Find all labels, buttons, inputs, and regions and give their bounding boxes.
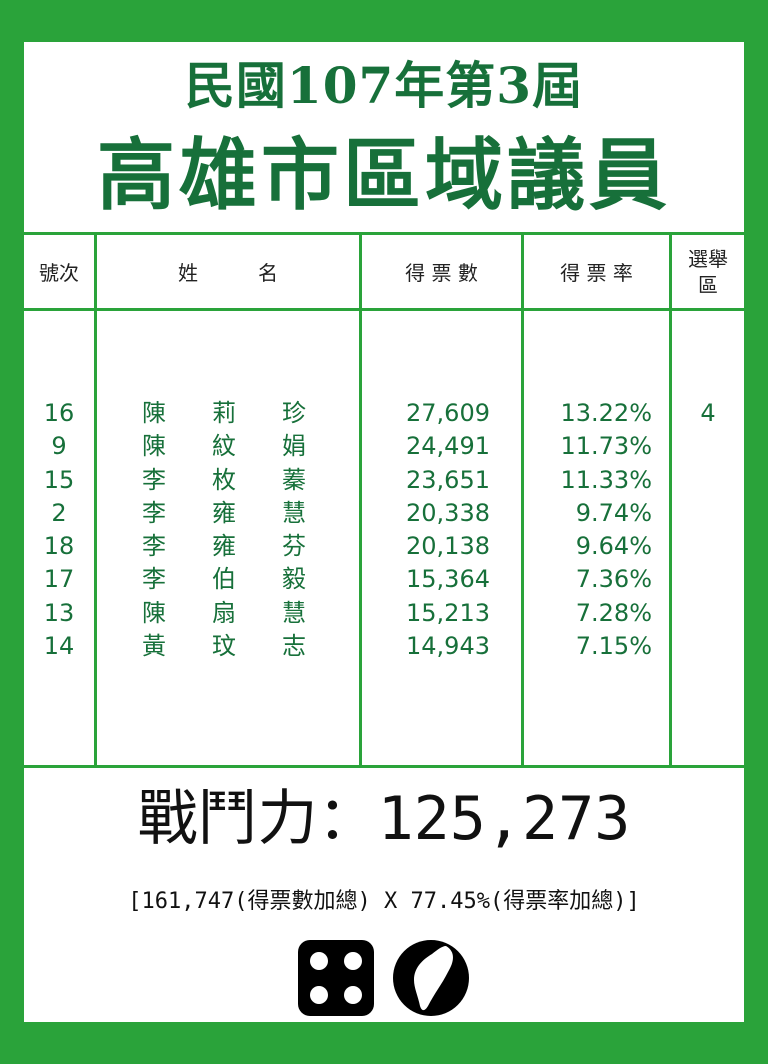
dice-icon <box>298 940 374 1016</box>
name-char: 陳 <box>142 399 166 427</box>
name-char: 毅 <box>282 565 306 594</box>
row-name: 黃玟志 <box>142 630 357 663</box>
votes-column: 27,609 24,491 23,651 20,338 20,138 15,364 15,2… <box>362 397 490 663</box>
row-name: 陳扇慧 <box>142 597 357 630</box>
row-rate: 11.33% <box>560 465 652 494</box>
name-char: 伯 <box>212 565 236 594</box>
row-rate: 11.73% <box>560 432 652 461</box>
row-rate: 13.22% <box>560 399 652 427</box>
row-name: 李枚蓁 <box>142 464 357 497</box>
row-votes: 20,138 <box>406 532 490 561</box>
name-char: 慧 <box>282 598 306 627</box>
row-votes: 15,213 <box>406 598 490 627</box>
row-number: 9 <box>51 432 67 461</box>
row-name: 李雍芬 <box>142 530 357 563</box>
name-char: 慧 <box>282 498 306 527</box>
header-divider <box>24 308 744 311</box>
name-char: 莉 <box>212 399 236 427</box>
row-name: 陳紋娟 <box>142 430 357 463</box>
name-char: 扇 <box>212 598 236 627</box>
column-divider <box>521 235 524 765</box>
name-char: 李 <box>142 498 166 527</box>
result-card: 民國107年第3屆 高雄市區域議員 號次 姓 名 得 票 數 得 票 率 選舉 … <box>24 42 744 1022</box>
row-rate: 9.64% <box>575 532 652 561</box>
row-rate: 7.36% <box>575 565 652 594</box>
row-name: 李伯毅 <box>142 563 357 596</box>
row-number: 14 <box>43 632 75 661</box>
name-char: 珍 <box>282 399 306 427</box>
column-header-district: 選舉 區 <box>688 246 728 297</box>
row-name: 陳莉珍 <box>142 397 357 430</box>
power-label: 戰鬥力： <box>137 784 378 854</box>
page-subtitle: 民國107年第3屆 <box>184 56 584 115</box>
taiwan-map-icon <box>393 940 469 1016</box>
row-votes: 24,491 <box>406 432 490 461</box>
name-char: 志 <box>282 632 306 661</box>
column-divider <box>669 235 672 765</box>
name-char: 雍 <box>212 498 236 527</box>
name-char: 娟 <box>282 432 306 461</box>
row-rate: 9.74% <box>575 498 652 527</box>
column-divider <box>359 235 362 765</box>
column-header-name: 姓 名 <box>178 261 278 285</box>
page-title: 高雄市區域議員 <box>96 130 671 221</box>
row-number: 13 <box>43 598 75 627</box>
results-table: 號次 姓 名 得 票 數 得 票 率 選舉 區 16 9 15 2 18 17 13 14 陳… <box>24 232 744 768</box>
row-votes: 23,651 <box>406 465 490 494</box>
name-char: 紋 <box>212 432 236 461</box>
row-number: 18 <box>43 532 75 561</box>
row-votes: 27,609 <box>406 399 490 427</box>
power-formula: [161,747(得票數加總) X 77.45%(得票率加總)] <box>128 889 640 914</box>
name-char: 玟 <box>212 632 236 661</box>
row-name: 李雍慧 <box>142 497 357 530</box>
name-char: 陳 <box>142 432 166 461</box>
name-char: 李 <box>142 465 166 494</box>
name-char: 李 <box>142 532 166 561</box>
row-number: 16 <box>43 399 75 427</box>
row-rate: 7.28% <box>575 598 652 627</box>
row-rate: 7.15% <box>575 632 652 661</box>
district-column: 4 <box>672 397 744 430</box>
icon-row <box>296 938 476 1018</box>
name-char: 蓁 <box>282 465 306 494</box>
name-char: 芬 <box>282 532 306 561</box>
column-header-rate: 得 票 率 <box>560 261 633 285</box>
power-value: 125,273 <box>377 784 631 854</box>
name-char: 黃 <box>142 632 166 661</box>
name-column: 陳莉珍陳紋娟李枚蓁李雍慧李雍芬李伯毅陳扇慧黃玟志 <box>142 397 357 663</box>
rate-column: 13.22% 11.73% 11.33% 9.74% 9.64% 7.36% 7.28% 7.… <box>524 397 652 663</box>
number-column: 16 9 15 2 18 17 13 14 <box>24 397 94 663</box>
column-header-number: 號次 <box>39 261 79 285</box>
name-char: 陳 <box>142 598 166 627</box>
row-votes: 20,338 <box>406 498 490 527</box>
row-votes: 14,943 <box>406 632 490 661</box>
district-value: 4 <box>700 399 716 427</box>
row-number: 2 <box>51 498 67 527</box>
column-divider <box>94 235 97 765</box>
row-number: 17 <box>43 565 75 594</box>
combat-power: 戰鬥力：125,273 <box>24 777 744 861</box>
name-char: 李 <box>142 565 166 594</box>
name-char: 枚 <box>212 465 236 494</box>
row-votes: 15,364 <box>406 565 490 594</box>
column-header-votes: 得 票 數 <box>405 261 478 285</box>
name-char: 雍 <box>212 532 236 561</box>
row-number: 15 <box>43 465 75 494</box>
